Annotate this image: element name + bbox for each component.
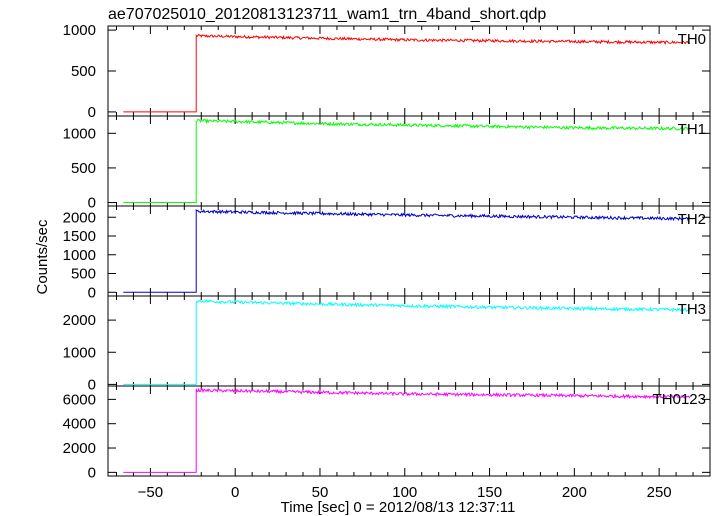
y-tick-label: 0 <box>88 104 96 121</box>
x-tick-label: 0 <box>231 484 239 501</box>
y-tick-label: 2000 <box>63 312 96 329</box>
x-tick-label: 150 <box>477 484 502 501</box>
y-tick-label: 0 <box>88 376 96 393</box>
panel-frame-th0123 <box>107 385 711 477</box>
y-tick-label: 6000 <box>63 391 96 408</box>
y-tick-label: 500 <box>71 266 96 283</box>
x-tick-label: 200 <box>562 484 587 501</box>
panel-label-th1: TH1 <box>678 121 706 138</box>
y-tick-label: 1000 <box>63 247 96 264</box>
series-line-th2 <box>123 208 691 293</box>
x-tick-label: 250 <box>647 484 672 501</box>
panel-frame-th0 <box>107 25 711 117</box>
y-tick-label: 0 <box>88 284 96 301</box>
y-tick-label: 1000 <box>63 22 96 39</box>
panel-label-th0: TH0 <box>678 31 706 48</box>
y-tick-label: 500 <box>71 63 96 80</box>
x-tick-label: 100 <box>392 484 417 501</box>
x-tick-label: 50 <box>312 484 329 501</box>
y-tick-label: 4000 <box>63 416 96 433</box>
y-tick-label: 1000 <box>63 344 96 361</box>
panel-label-th0123: TH0123 <box>653 391 706 408</box>
panel-frame-th2 <box>107 205 711 297</box>
y-tick-label: 1000 <box>63 125 96 142</box>
y-tick-label: 2000 <box>63 209 96 226</box>
y-tick-label: 0 <box>88 464 96 481</box>
y-tick-label: 0 <box>88 195 96 212</box>
y-axis-label: Counts/sec <box>34 219 51 295</box>
y-tick-label: 500 <box>71 160 96 177</box>
series-line-th0 <box>123 33 691 113</box>
chart-title: ae707025010_20120813123711_wam1_trn_4ban… <box>108 6 546 23</box>
panel-label-th3: TH3 <box>678 301 706 318</box>
x-tick-label: −50 <box>138 484 163 501</box>
y-tick-label: 2000 <box>63 440 96 457</box>
series-line-th0123 <box>123 387 691 473</box>
y-tick-label: 1500 <box>63 228 96 245</box>
panel-frame-th1 <box>107 115 711 207</box>
series-line-th3 <box>123 298 691 385</box>
x-axis-label: Time [sec] 0 = 2012/08/13 12:37:11 <box>281 499 516 516</box>
series-line-th1 <box>123 118 690 203</box>
panel-label-th2: TH2 <box>678 211 706 228</box>
